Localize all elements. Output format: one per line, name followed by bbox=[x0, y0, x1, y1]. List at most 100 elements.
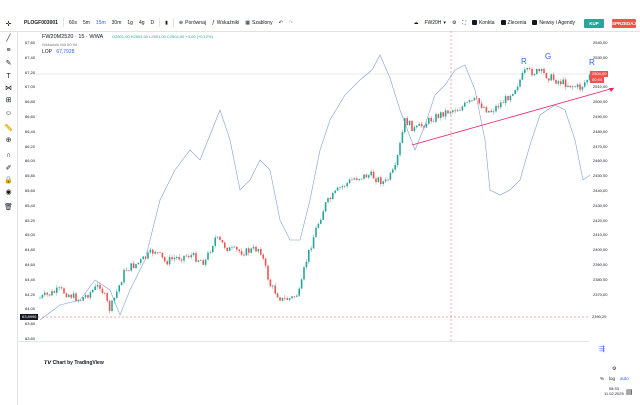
candle-body bbox=[418, 123, 420, 126]
candle-body bbox=[269, 279, 272, 287]
checkbox-icon bbox=[471, 20, 477, 25]
candle-body bbox=[89, 292, 92, 298]
candle-body bbox=[296, 295, 298, 297]
account-select[interactable]: FW20H ▾ bbox=[421, 20, 448, 26]
candle-body bbox=[336, 187, 339, 191]
filter-zlecenia[interactable]: Zlecenia bbox=[498, 20, 530, 26]
horizontal-lines-icon[interactable]: ≡ bbox=[6, 47, 11, 54]
candle-body bbox=[473, 97, 476, 101]
auto-toggle[interactable]: auto bbox=[620, 376, 629, 381]
candle-body bbox=[159, 251, 161, 253]
trend-line-icon[interactable]: ╱ bbox=[6, 35, 11, 42]
candle-body bbox=[226, 247, 228, 251]
tradingview-logo[interactable]: 𝙏𝙑 Chart by TradingView bbox=[44, 360, 104, 366]
time-axis[interactable] bbox=[17, 341, 589, 354]
candle-body bbox=[495, 106, 497, 112]
filter-newsy[interactable]: Newsy i Agendy bbox=[529, 20, 578, 26]
sell-button[interactable]: SPRZEDAJ bbox=[612, 19, 637, 28]
candle-body bbox=[480, 103, 483, 109]
candle-body bbox=[411, 120, 413, 131]
candle-body bbox=[440, 112, 442, 118]
interval-1g[interactable]: 1g bbox=[127, 19, 133, 26]
ruler-icon[interactable]: 📏 bbox=[4, 125, 13, 132]
settings-icon[interactable]: ⚙ bbox=[451, 19, 457, 26]
icons-tool-icon[interactable]: ☺ bbox=[4, 110, 13, 117]
candle-body bbox=[156, 251, 159, 253]
interval-30m[interactable]: 30m bbox=[111, 19, 122, 26]
candle-body bbox=[255, 246, 257, 252]
candle-body bbox=[435, 114, 437, 122]
candle-body bbox=[298, 288, 300, 296]
candle-body bbox=[492, 111, 495, 113]
compare-button[interactable]: ⊕ Porównaj bbox=[176, 20, 209, 26]
templates-button[interactable]: ▦ Szablony bbox=[242, 20, 275, 26]
candle-body bbox=[519, 79, 521, 87]
fullscreen-icon[interactable]: ⛶ bbox=[462, 19, 466, 26]
candle-body bbox=[560, 81, 562, 85]
candle-body bbox=[200, 260, 202, 261]
text-icon[interactable]: T bbox=[6, 73, 11, 80]
zoom-in-icon[interactable]: ⊕ bbox=[5, 137, 12, 144]
checkbox-icon bbox=[532, 20, 538, 25]
candle-body bbox=[212, 245, 214, 253]
left-axis-tick: 67,40 bbox=[25, 54, 36, 60]
candle-body bbox=[161, 252, 164, 258]
pattern-icon[interactable]: ⋈ bbox=[5, 85, 12, 92]
bar-style-icon[interactable]: ▮ bbox=[165, 19, 168, 26]
interval-15m[interactable]: 15m bbox=[95, 19, 106, 26]
candle-body bbox=[104, 292, 106, 294]
indicators-button[interactable]: ƒ Wskaźniki bbox=[209, 20, 242, 26]
candle-body bbox=[442, 112, 444, 117]
candle-body bbox=[147, 252, 149, 259]
prediction-icon[interactable]: ⊞ bbox=[5, 97, 12, 104]
log-toggle[interactable]: log bbox=[609, 376, 616, 381]
candle-body bbox=[101, 288, 104, 293]
scroll-to-end-icon[interactable]: ⇶ bbox=[599, 346, 605, 353]
interval-5m[interactable]: 5m bbox=[82, 19, 90, 26]
cloud-icon[interactable]: ☁ bbox=[413, 19, 419, 26]
candle-body bbox=[387, 179, 389, 181]
left-axis-tick: 66,00 bbox=[25, 158, 36, 164]
candle-body bbox=[368, 175, 370, 178]
left-axis-tick: 65,80 bbox=[25, 173, 36, 179]
candle-body bbox=[452, 110, 454, 113]
candle-body bbox=[521, 72, 524, 80]
separator bbox=[172, 18, 174, 27]
percent-toggle[interactable]: % bbox=[600, 376, 605, 381]
candle-body bbox=[130, 263, 132, 271]
notification-icon[interactable]: ▤ bbox=[626, 389, 633, 396]
interval-60s[interactable]: 60s bbox=[68, 19, 77, 26]
brush-icon[interactable]: ✎ bbox=[5, 60, 12, 67]
candle-body bbox=[468, 100, 471, 103]
candle-body bbox=[394, 165, 396, 170]
candle-body bbox=[185, 255, 188, 257]
interval-d[interactable]: D bbox=[150, 19, 155, 26]
candle-body bbox=[281, 297, 284, 301]
price-axis-tick: 2400,00 bbox=[593, 247, 608, 253]
candle-body bbox=[233, 246, 236, 248]
trash-icon[interactable]: 🗑 bbox=[4, 204, 13, 211]
magnet-icon[interactable]: ∩ bbox=[5, 152, 12, 159]
candle-body bbox=[166, 261, 168, 265]
left-axis-tick: 67,60 bbox=[25, 40, 36, 45]
candle-body bbox=[240, 251, 243, 255]
settings-gear-icon[interactable]: ⚙ bbox=[612, 366, 617, 372]
undo-icon[interactable]: ↶ bbox=[278, 19, 283, 26]
lock-icon[interactable]: 🔒 bbox=[4, 177, 13, 184]
templates-icon: ▦ bbox=[245, 19, 250, 26]
filter-konkta[interactable]: Konkta bbox=[469, 20, 498, 26]
candle-body bbox=[317, 223, 320, 228]
eye-icon[interactable]: ◉ bbox=[5, 189, 12, 196]
candle-body bbox=[204, 259, 207, 265]
buy-button[interactable]: KUP bbox=[584, 19, 604, 28]
draw-mode-icon[interactable]: ✐ bbox=[5, 165, 12, 172]
interval-4g[interactable]: 4g bbox=[138, 19, 145, 26]
candle-body bbox=[471, 100, 473, 101]
crosshair-icon[interactable]: ✛ bbox=[5, 21, 12, 28]
candle-body bbox=[144, 256, 147, 259]
candle-body bbox=[375, 178, 377, 182]
left-axis-tick: 64,00 bbox=[25, 306, 36, 312]
symbol-label[interactable]: PLOGF003001 bbox=[24, 19, 58, 26]
redo-icon[interactable]: ↷ bbox=[288, 19, 293, 26]
